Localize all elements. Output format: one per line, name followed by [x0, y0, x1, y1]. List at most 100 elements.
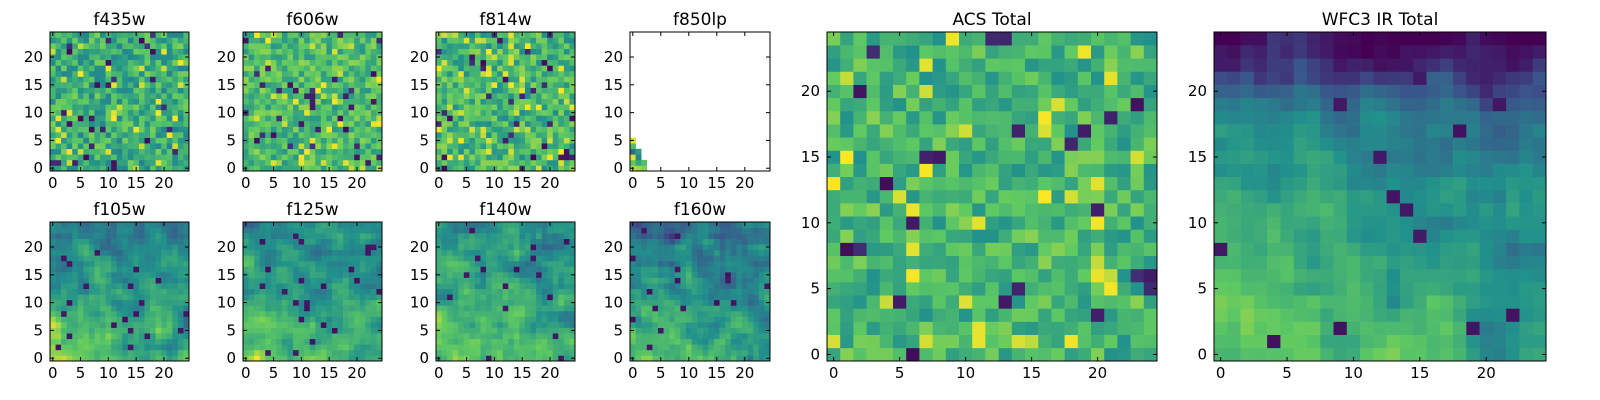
heatmap-cell	[469, 249, 476, 256]
heatmap-cell	[276, 277, 283, 284]
heatmap-cell	[259, 115, 266, 122]
heatmap-cell	[293, 120, 299, 127]
heatmap-cell	[331, 305, 338, 312]
heatmap-cell	[827, 203, 841, 217]
heatmap-cell	[497, 344, 504, 351]
heatmap-cell	[359, 255, 366, 262]
heatmap-cell	[172, 288, 179, 295]
heatmap-cell	[480, 82, 487, 88]
heatmap-cell	[646, 322, 653, 328]
heatmap-cell	[105, 48, 112, 55]
heatmap-cell	[304, 48, 311, 55]
heatmap-cell	[458, 32, 465, 38]
heatmap-cell	[436, 143, 442, 150]
heatmap-cell	[985, 321, 999, 335]
heatmap-cell	[155, 272, 162, 278]
heatmap-cell	[719, 283, 726, 290]
heatmap-cell	[524, 154, 531, 161]
heatmap-cell	[293, 310, 299, 317]
heatmap-cell	[736, 283, 743, 290]
heatmap-cell	[513, 322, 520, 328]
heatmap-cell	[519, 48, 526, 55]
heatmap-cell	[764, 266, 771, 273]
heatmap-cell	[853, 347, 867, 362]
heatmap-cell	[497, 255, 504, 262]
heatmap-cell	[144, 322, 151, 328]
heatmap-cell	[985, 203, 999, 217]
heatmap-cell	[343, 305, 349, 312]
heatmap-cell	[530, 126, 537, 133]
x-tick-label: 15	[127, 174, 146, 192]
heatmap-cell	[343, 244, 349, 251]
heatmap-cell	[122, 266, 129, 273]
heatmap-cell	[436, 65, 442, 72]
heatmap-cell	[100, 70, 106, 77]
heatmap-cell	[370, 310, 377, 317]
heatmap-cell	[359, 338, 366, 345]
heatmap-cell	[463, 333, 470, 340]
heatmap-cell	[753, 355, 760, 362]
heatmap-cell	[309, 132, 316, 138]
heatmap-cell	[88, 327, 95, 334]
heatmap-cell	[166, 277, 173, 284]
heatmap-cell	[486, 305, 492, 312]
heatmap-cell	[127, 227, 134, 234]
heatmap-cell	[691, 233, 698, 239]
heatmap-cell	[243, 344, 249, 351]
heatmap-cell	[287, 104, 294, 111]
heatmap-cell	[248, 244, 255, 251]
heatmap-cell	[359, 159, 366, 166]
heatmap-cell	[326, 333, 333, 340]
heatmap-cell	[144, 48, 151, 55]
heatmap-cell	[359, 148, 366, 155]
heatmap-cell	[441, 132, 448, 138]
heatmap-cell	[127, 294, 134, 301]
heatmap-cell	[376, 126, 383, 133]
heatmap-cell	[177, 344, 184, 351]
heatmap-cell	[61, 159, 67, 166]
heatmap-cell	[376, 93, 383, 100]
heatmap-cell	[270, 109, 277, 116]
heatmap-cell	[293, 54, 299, 61]
heatmap-cell	[547, 82, 554, 88]
heatmap-cell	[906, 321, 920, 335]
heatmap-cell	[77, 349, 84, 356]
heatmap-cell	[879, 242, 894, 257]
heatmap-cell	[348, 294, 355, 301]
heatmap-cell	[536, 98, 542, 105]
heatmap-cell	[370, 338, 377, 345]
heatmap-cell	[508, 333, 515, 340]
heatmap-cell	[753, 327, 760, 334]
heatmap-cell	[652, 333, 659, 340]
heatmap-cell	[702, 355, 709, 362]
heatmap-cell	[1130, 203, 1145, 217]
heatmap-cell	[491, 159, 498, 166]
heatmap-cell	[747, 288, 754, 295]
heatmap-cell	[508, 120, 515, 127]
heatmap-cell	[658, 249, 664, 256]
heatmap-cell	[83, 132, 90, 138]
heatmap-cell	[719, 294, 726, 301]
heatmap-cell	[138, 255, 145, 262]
heatmap-cell	[663, 327, 670, 334]
heatmap-cell	[122, 238, 129, 245]
heatmap-cell	[474, 277, 481, 284]
heatmap-cell	[243, 159, 249, 166]
y-tick-label: 10	[24, 294, 43, 312]
heatmap-cell	[441, 93, 448, 100]
heatmap-cell	[1117, 295, 1131, 309]
heatmap-cell	[166, 48, 173, 55]
heatmap-cell	[138, 227, 145, 234]
heatmap-cell	[111, 143, 118, 150]
heatmap-cell	[474, 305, 481, 312]
heatmap-cell	[88, 355, 95, 362]
heatmap-cell	[742, 272, 748, 278]
heatmap-cell	[259, 93, 266, 100]
heatmap-cell	[105, 260, 112, 267]
heatmap-cell	[547, 54, 554, 61]
heatmap-cell	[77, 132, 84, 138]
heatmap-cell	[248, 305, 255, 312]
heatmap-cell	[298, 98, 305, 105]
heatmap-cell	[337, 148, 344, 155]
heatmap-cell	[77, 65, 84, 72]
